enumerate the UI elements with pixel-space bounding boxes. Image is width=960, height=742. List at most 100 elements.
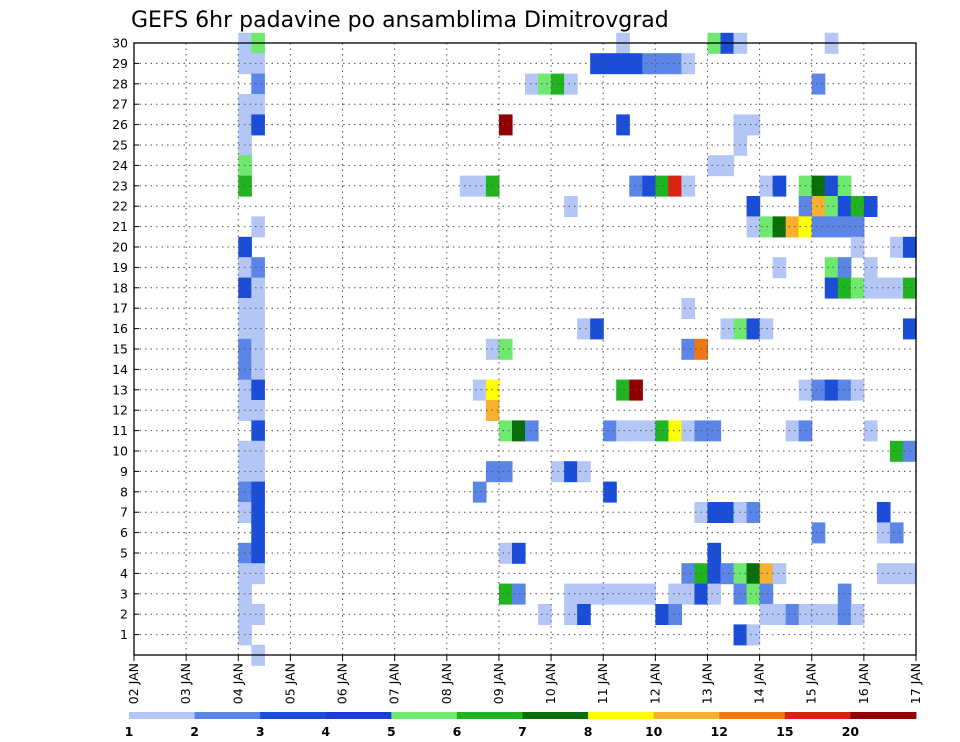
heatmap-cell bbox=[772, 563, 787, 585]
heatmap-cell bbox=[251, 440, 265, 462]
heatmap-cell bbox=[746, 502, 761, 523]
heatmap-cell bbox=[251, 53, 265, 75]
y-tick-label: 27 bbox=[112, 97, 128, 112]
heatmap-cell bbox=[577, 318, 591, 340]
heatmap-cell bbox=[564, 583, 578, 605]
heatmap-cell bbox=[498, 542, 513, 564]
heatmap-cell bbox=[681, 338, 696, 360]
legend-swatch bbox=[588, 712, 655, 719]
y-tick-label: 24 bbox=[112, 158, 128, 173]
heatmap-cell bbox=[824, 175, 839, 197]
y-tick-label: 13 bbox=[112, 382, 128, 397]
heatmap-cell bbox=[824, 196, 839, 217]
heatmap-cell bbox=[668, 604, 682, 625]
heatmap-cell bbox=[668, 53, 682, 75]
heatmap-cell bbox=[251, 298, 265, 319]
heatmap-cell bbox=[889, 236, 904, 258]
legend-swatch bbox=[719, 712, 786, 719]
heatmap-cell bbox=[850, 216, 865, 238]
grid-lines bbox=[134, 42, 916, 655]
y-tick-label: 16 bbox=[112, 321, 128, 336]
x-tick-label: 12 JAN bbox=[647, 663, 662, 704]
heatmap-cell bbox=[824, 604, 839, 625]
heatmap-cell bbox=[876, 502, 891, 523]
x-tick-label: 02 JAN bbox=[126, 663, 141, 704]
heatmap-cell bbox=[824, 379, 839, 401]
heatmap-cell bbox=[681, 563, 696, 585]
y-tick-label: 3 bbox=[120, 586, 128, 601]
y-tick-label: 15 bbox=[112, 342, 128, 357]
heatmap-cell bbox=[642, 420, 656, 442]
heatmap-cell bbox=[850, 196, 865, 217]
heatmap-cell bbox=[577, 583, 591, 605]
heatmap-cell bbox=[511, 420, 526, 442]
heatmap-cell bbox=[707, 502, 722, 523]
y-tick-label: 11 bbox=[112, 423, 128, 438]
heatmap-cell bbox=[251, 338, 265, 360]
heatmap-cell bbox=[889, 522, 904, 544]
heatmap-cell bbox=[720, 155, 735, 177]
heatmap-cell bbox=[889, 563, 904, 585]
heatmap-cell bbox=[251, 522, 265, 544]
heatmap-cell bbox=[603, 53, 617, 75]
heatmap-cell bbox=[707, 542, 722, 564]
legend-label: 12 bbox=[711, 724, 728, 739]
legend-swatch bbox=[325, 712, 392, 719]
heatmap-cell bbox=[251, 604, 265, 625]
heatmap-cell bbox=[251, 277, 265, 299]
heatmap-cell bbox=[720, 502, 735, 523]
heatmap-cell bbox=[681, 583, 696, 605]
legend-label: 5 bbox=[387, 724, 396, 739]
heatmap-cell bbox=[616, 379, 630, 401]
heatmap-cell bbox=[251, 400, 265, 421]
chart-title: GEFS 6hr padavine po ansamblima Dimitrov… bbox=[131, 8, 669, 33]
heatmap-cell bbox=[876, 563, 891, 585]
x-tick-label: 11 JAN bbox=[595, 663, 610, 704]
legend-swatch bbox=[522, 712, 589, 719]
y-tick-label: 28 bbox=[112, 76, 128, 91]
y-tick-label: 2 bbox=[120, 607, 128, 622]
heatmap-cell bbox=[876, 277, 891, 299]
heatmap-cell bbox=[824, 277, 839, 299]
heatmap-cell bbox=[746, 216, 761, 238]
heatmap-cell bbox=[251, 379, 265, 401]
heatmap-cell bbox=[251, 563, 265, 585]
heatmap-cell bbox=[785, 604, 800, 625]
x-tick-label: 14 JAN bbox=[752, 663, 767, 704]
heatmap-cell bbox=[251, 114, 265, 136]
y-tick-label: 20 bbox=[112, 240, 128, 255]
y-tick-label: 30 bbox=[112, 36, 128, 51]
heatmap-cell bbox=[668, 420, 682, 442]
x-tick-label: 15 JAN bbox=[804, 663, 819, 704]
y-tick-label: 14 bbox=[112, 362, 128, 377]
legend-swatch bbox=[456, 712, 523, 719]
heatmap-cell bbox=[720, 563, 735, 585]
y-tick-label: 6 bbox=[120, 525, 128, 540]
x-tick-label: 13 JAN bbox=[699, 663, 714, 704]
heatmap-cell bbox=[251, 359, 265, 381]
heatmap-cell bbox=[759, 318, 774, 340]
heatmap-cell bbox=[525, 420, 539, 442]
heatmap-cell bbox=[785, 216, 800, 238]
heatmap-cell bbox=[759, 563, 774, 585]
heatmap-cell bbox=[577, 461, 591, 483]
heatmap-cell bbox=[251, 461, 265, 483]
legend-label: 7 bbox=[518, 724, 527, 739]
heatmap-cell bbox=[603, 583, 617, 605]
y-tick-label: 19 bbox=[112, 260, 128, 275]
legend-label: 10 bbox=[645, 724, 663, 739]
heatmap-cell bbox=[251, 94, 265, 115]
y-tick-label: 4 bbox=[120, 566, 128, 581]
heatmap-cell bbox=[811, 604, 826, 625]
heatmap-cell bbox=[564, 196, 578, 217]
heatmap-cell bbox=[681, 175, 696, 197]
x-tick-label: 17 JAN bbox=[908, 663, 923, 704]
heatmap-cell bbox=[759, 604, 774, 625]
heatmap-cell bbox=[811, 175, 826, 197]
heatmap-cell bbox=[616, 583, 630, 605]
heatmap-cell bbox=[863, 277, 878, 299]
heatmap-cell bbox=[642, 583, 656, 605]
y-tick-label: 26 bbox=[112, 117, 128, 132]
heatmap-cell bbox=[811, 522, 826, 544]
